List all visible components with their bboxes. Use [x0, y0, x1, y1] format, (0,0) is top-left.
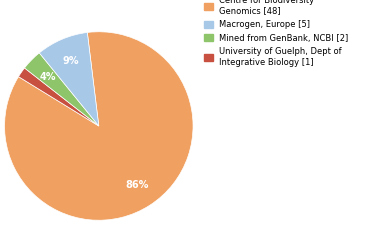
Wedge shape [39, 32, 99, 126]
Text: 9%: 9% [63, 56, 79, 66]
Wedge shape [19, 68, 99, 126]
Wedge shape [25, 53, 99, 126]
Text: 2%: 2% [0, 239, 1, 240]
Text: 86%: 86% [125, 180, 149, 191]
Text: 4%: 4% [40, 72, 57, 82]
Legend: Centre for Biodiversity
Genomics [48], Macrogen, Europe [5], Mined from GenBank,: Centre for Biodiversity Genomics [48], M… [202, 0, 351, 69]
Wedge shape [5, 32, 193, 220]
